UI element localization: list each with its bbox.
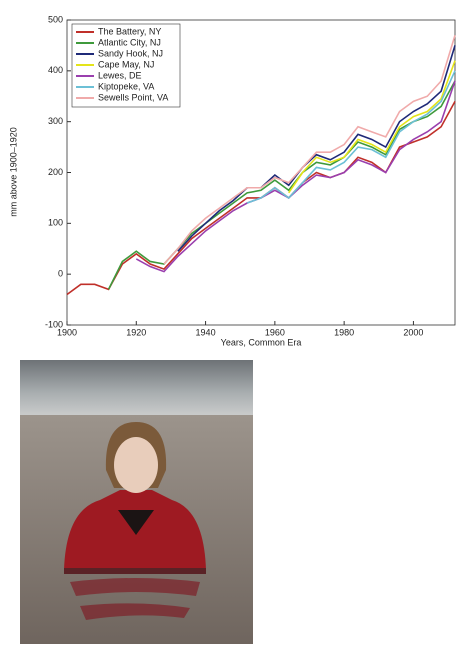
series-line: [246, 70, 456, 204]
sky: [20, 360, 253, 415]
y-tick-label: 100: [48, 218, 63, 228]
x-tick-label: 1900: [57, 327, 77, 337]
x-tick-label: 1980: [334, 327, 354, 337]
legend-label: Kiptopeke, VA: [98, 81, 154, 91]
collar: [118, 510, 154, 535]
y-axis-label: mm above 1900–1920: [8, 127, 18, 217]
x-tick-label: 1940: [196, 327, 216, 337]
legend-label: Cape May, NJ: [98, 59, 154, 69]
x-tick-label: 1960: [265, 327, 285, 337]
face: [114, 437, 158, 493]
photo: [20, 360, 253, 644]
legend-label: Sandy Hook, NJ: [98, 48, 163, 58]
series-line: [288, 60, 456, 194]
series-line: [135, 80, 456, 273]
series-line: [163, 35, 456, 265]
y-tick-label: -100: [45, 319, 63, 329]
x-tick-label: 1920: [126, 327, 146, 337]
waterline: [64, 568, 206, 574]
legend-label: The Battery, NY: [98, 26, 161, 36]
y-tick-label: 500: [48, 14, 63, 24]
reflection: [70, 578, 200, 620]
series-line: [107, 80, 456, 290]
x-axis-label: Years, Common Era: [221, 337, 302, 347]
y-tick-label: 400: [48, 65, 63, 75]
series-line: [177, 45, 456, 252]
legend-label: Atlantic City, NJ: [98, 37, 161, 47]
y-tick-label: 0: [58, 269, 63, 279]
y-tick-label: 300: [48, 116, 63, 126]
x-tick-label: 2000: [403, 327, 423, 337]
legend-label: Sewells Point, VA: [98, 92, 168, 102]
y-tick-label: 200: [48, 167, 63, 177]
legend-label: Lewes, DE: [98, 70, 142, 80]
chart: mm above 1900–1920 Years, Common Era -10…: [8, 14, 456, 347]
